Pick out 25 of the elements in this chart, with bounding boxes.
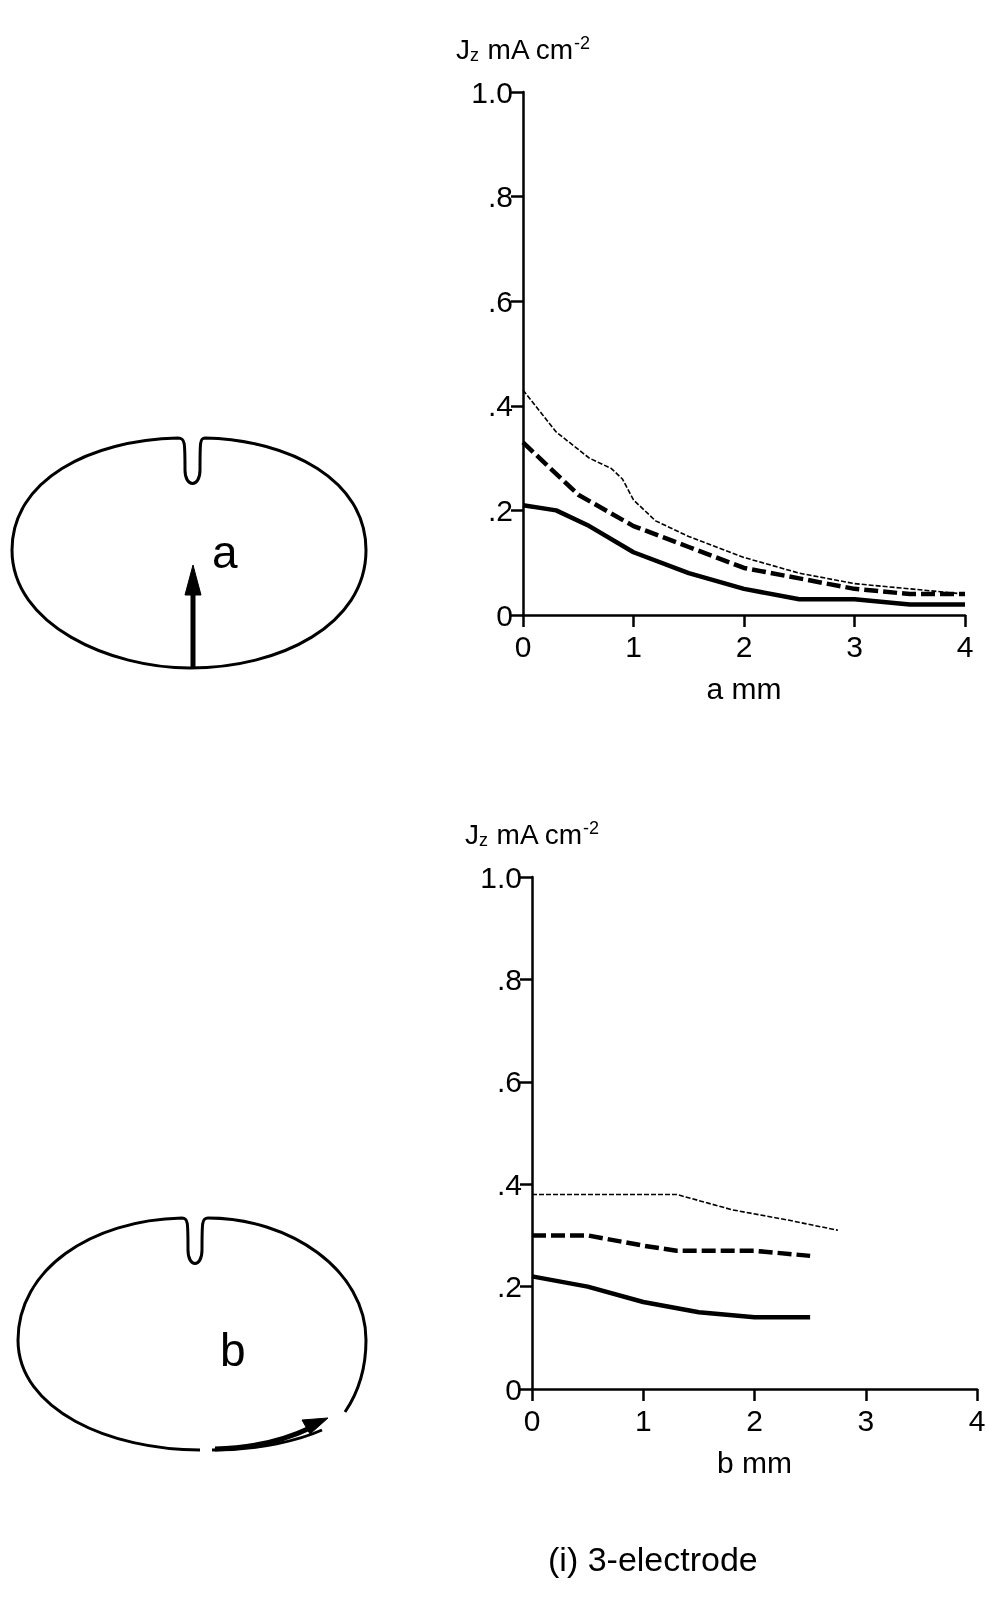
y-tick-label: 1.0	[480, 860, 522, 894]
text: a	[212, 525, 238, 579]
text: b	[220, 1323, 246, 1377]
text: (i) 3-electrode	[548, 1540, 758, 1579]
y-tick-label: 1.0	[471, 75, 513, 109]
y-tick-label: 0	[505, 1372, 522, 1406]
x-tick-label: 4	[956, 629, 974, 663]
x-tick-label: 3	[857, 1403, 875, 1437]
x-axis-title: a mm	[706, 671, 782, 705]
y-tick-label: .6	[496, 1065, 522, 1099]
y-tick-label: .4	[496, 1167, 522, 1201]
y-tick-label: .4	[487, 389, 513, 423]
y-tick-label: .2	[487, 493, 513, 527]
y-tick-label: .8	[487, 180, 513, 214]
x-tick-label: 4	[968, 1403, 986, 1437]
y-tick-label: .2	[496, 1270, 522, 1304]
y-tick-label: 0	[496, 598, 513, 632]
y-tick-label: .8	[496, 962, 522, 996]
x-tick-label: 3	[846, 629, 863, 663]
x-tick-label: 1	[625, 629, 642, 663]
x-tick-label: 1	[634, 1403, 652, 1437]
x-tick-label: 2	[746, 1403, 763, 1437]
x-axis-title: b mm	[717, 1445, 792, 1479]
x-tick-label: 2	[735, 629, 753, 663]
y-tick-label: .6	[487, 284, 513, 318]
